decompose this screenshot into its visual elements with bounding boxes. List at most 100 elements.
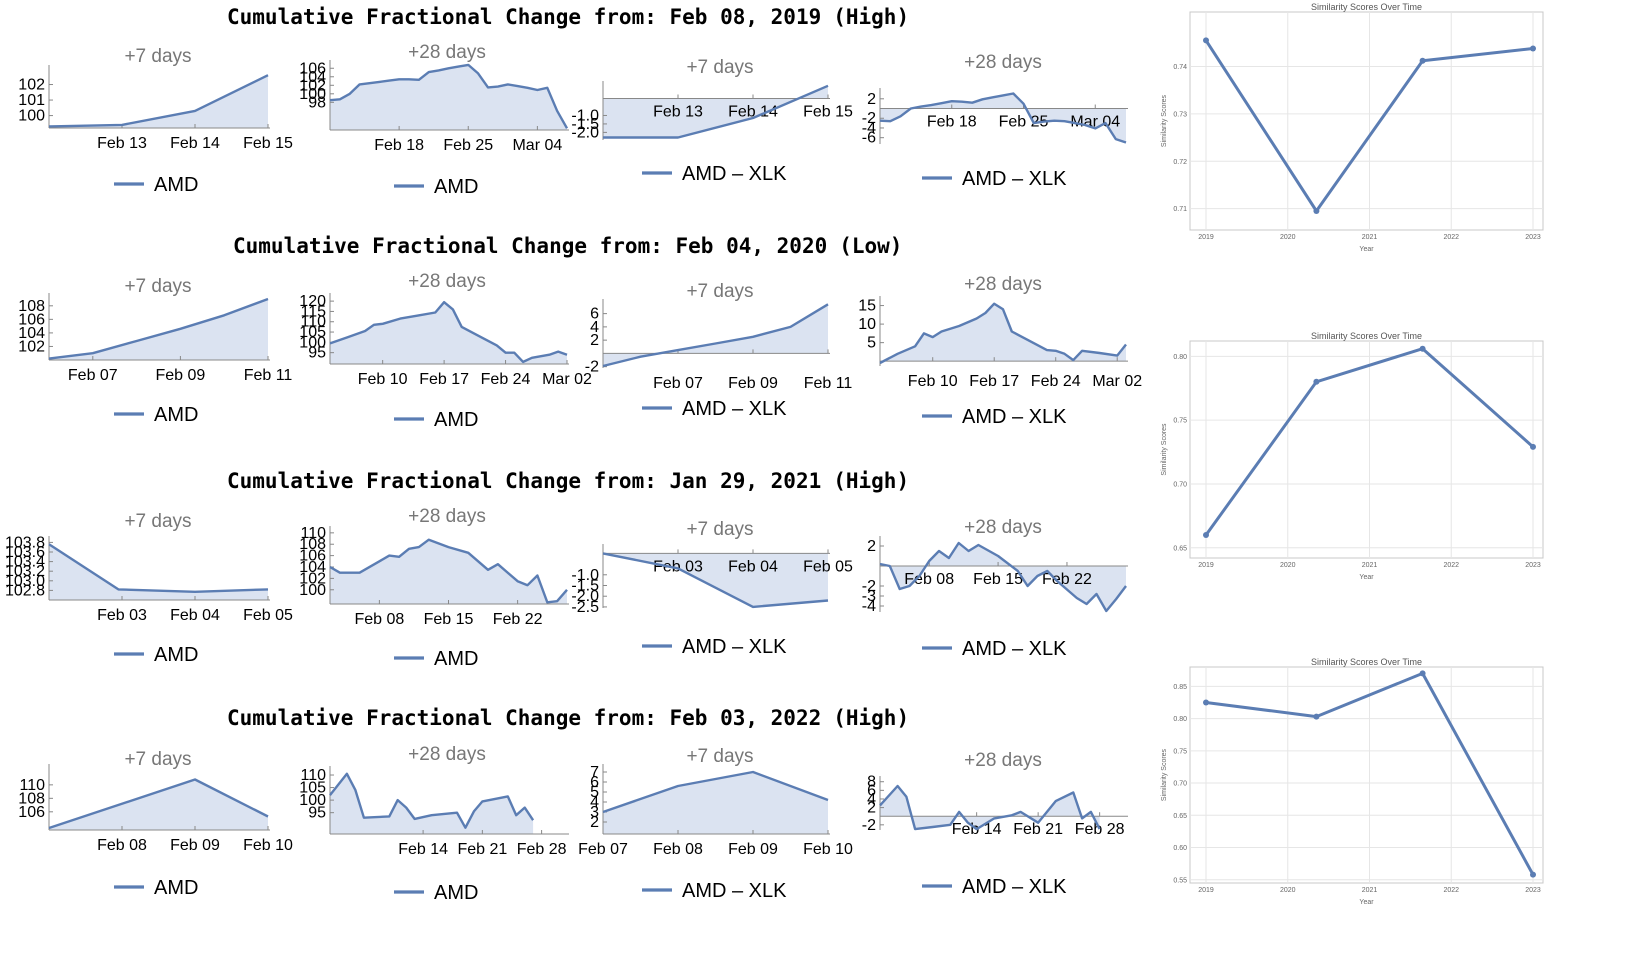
- x-tick-label: Feb 21: [457, 841, 507, 858]
- legend-label: AMD: [154, 174, 198, 196]
- x-tick-label: Feb 08: [653, 841, 703, 858]
- y-tick-label: 7: [590, 764, 599, 781]
- panel-subtitle: +28 days: [964, 750, 1042, 771]
- sim-data-point: [1313, 378, 1320, 385]
- sim-y-tick-label: 0.71: [1173, 206, 1187, 213]
- x-tick-label: Feb 09: [170, 837, 220, 854]
- panel-subtitle: +7 days: [686, 519, 753, 540]
- y-tick-label: -4: [862, 598, 876, 615]
- x-tick-label: Feb 21: [1013, 821, 1063, 838]
- panel-subtitle: +7 days: [686, 281, 753, 302]
- sim-x-tick-label: 2020: [1280, 887, 1296, 894]
- row-title: Cumulative Fractional Change from: Feb 0…: [227, 5, 909, 29]
- y-tick-label: 115: [300, 303, 326, 320]
- y-tick-label: -2.0: [571, 124, 599, 141]
- sim-x-tick-label: 2021: [1362, 234, 1378, 241]
- y-tick-label: 6: [867, 782, 876, 799]
- y-tick-label: -2: [862, 817, 876, 834]
- y-tick-label: 4: [590, 319, 599, 336]
- panel-subtitle: +7 days: [124, 46, 191, 67]
- row-title-text: Cumulative Fractional Change from: Feb 0…: [233, 234, 827, 258]
- panel-subtitle: +28 days: [964, 52, 1042, 73]
- y-tick-label: 120: [299, 293, 326, 310]
- sim-series-line: [1205, 671, 1535, 876]
- legend-label: AMD – XLK: [682, 398, 787, 420]
- sim-data-point: [1203, 532, 1209, 538]
- series-line: [879, 92, 1127, 144]
- y-tick-label: 105: [299, 780, 326, 797]
- area-fill: [49, 75, 268, 128]
- sim-x-tick-label: 2019: [1198, 234, 1214, 241]
- area-fill: [49, 779, 268, 830]
- x-tick-label: Feb 10: [243, 837, 293, 854]
- series-line: [602, 770, 829, 814]
- panel-3-4: +28 days -4-3-2 2 Feb 08 Feb 15 Feb 22 AMD – X…: [862, 517, 1128, 660]
- x-tick-label: Feb 10: [803, 841, 853, 858]
- row-title-text: Cumulative Fractional Change from: Feb 0…: [227, 5, 821, 29]
- sim-x-tick-label: 2023: [1525, 887, 1541, 894]
- x-tick-label: Feb 15: [803, 104, 853, 121]
- area-fill: [330, 302, 567, 364]
- sim-y-tick-label: 0.65: [1173, 545, 1187, 552]
- y-tick-label: -3: [862, 588, 876, 605]
- sim-series-line: [1204, 347, 1534, 536]
- x-tick-label: Feb 24: [1031, 373, 1081, 390]
- sim-series-line: [1204, 39, 1534, 213]
- x-tick-label: Feb 14: [728, 104, 778, 121]
- x-tick-label: Feb 04: [728, 558, 778, 575]
- sim-data-point: [1203, 699, 1209, 706]
- y-tick-label: 10: [858, 316, 876, 333]
- x-tick-label: Feb 14: [398, 841, 448, 858]
- sim-x-axis-label: Year: [1359, 246, 1374, 253]
- y-tick-label: 106: [18, 804, 45, 821]
- y-tick-label: 4: [867, 791, 876, 808]
- legend-label: AMD: [154, 877, 198, 899]
- y-tick-label: -1.5: [571, 578, 599, 595]
- sim-x-tick-label: 2023: [1525, 562, 1541, 569]
- series-line: [48, 778, 269, 830]
- x-tick-label: Feb 24: [481, 371, 531, 388]
- sim-data-point: [1530, 45, 1536, 52]
- x-tick-label: Feb 05: [803, 558, 853, 575]
- y-tick-label: 95: [308, 345, 326, 362]
- similarity-chart-2: 2019 2020 2021 2022 2023 0.65 0.70 0.75 0.80 Simi…: [1161, 331, 1544, 581]
- x-tick-label: Feb 17: [419, 371, 469, 388]
- sim-x-tick-label: 2021: [1362, 562, 1378, 569]
- x-tick-label: Feb 05: [243, 607, 293, 624]
- legend-label: AMD: [434, 176, 478, 198]
- sim-x-tick-label: 2020: [1280, 234, 1296, 241]
- sim-y-tick-label: 0.55: [1173, 877, 1187, 884]
- y-tick-label: 2: [867, 91, 876, 108]
- sim-x-tick-label: 2023: [1525, 234, 1541, 241]
- sim-y-tick-label: 0.60: [1173, 845, 1187, 852]
- y-tick-label: 105: [299, 324, 326, 341]
- y-tick-label: -2.0: [571, 588, 599, 605]
- y-tick-label: 108: [18, 298, 45, 315]
- sim-plot-frame: [1189, 11, 1544, 231]
- legend-label: AMD – XLK: [682, 636, 787, 658]
- series-line: [48, 74, 269, 128]
- x-tick-label: Feb 09: [155, 367, 205, 384]
- area-fill: [603, 304, 828, 366]
- sim-y-tick-label: 0.70: [1173, 481, 1187, 488]
- sim-x-tick-label: 2019: [1198, 887, 1214, 894]
- y-tick-label: 102: [18, 338, 45, 355]
- x-tick-label: Feb 28: [517, 841, 567, 858]
- sim-y-tick-label: 0.70: [1173, 781, 1187, 788]
- y-tick-label: -2: [862, 578, 876, 595]
- x-tick-label: Feb 15: [973, 571, 1023, 588]
- y-tick-label: -6: [862, 130, 876, 147]
- x-tick-label: Feb 03: [97, 607, 147, 624]
- legend-label: AMD – XLK: [962, 168, 1067, 190]
- y-tick-label: 104: [18, 325, 45, 342]
- y-tick-label: 100: [18, 108, 45, 125]
- sim-plot-frame: [1189, 666, 1544, 884]
- x-tick-label: Feb 09: [728, 375, 778, 392]
- sim-y-tick-label: 0.72: [1173, 159, 1187, 166]
- panel-subtitle: +28 days: [408, 271, 486, 292]
- y-tick-label: 15: [858, 298, 876, 315]
- y-tick-label: 103.4: [5, 554, 45, 571]
- legend-label: AMD – XLK: [962, 876, 1067, 898]
